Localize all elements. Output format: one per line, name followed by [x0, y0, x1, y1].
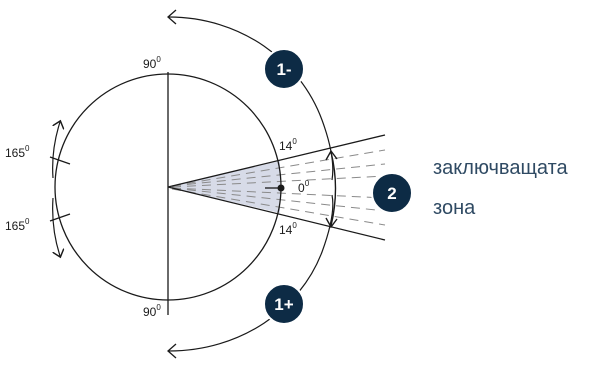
zone-label-line1: заключващата	[433, 157, 568, 179]
cone-lower-boundary	[167, 186, 386, 241]
outer-upper-arrowhead	[167, 9, 177, 25]
zone-label-line2: зона	[433, 197, 476, 219]
outer-upper-arc	[168, 16, 334, 181]
outer-lower-arrowhead	[167, 343, 177, 359]
label-bottom-90: 900	[143, 303, 161, 319]
zone-double-arrow	[330, 151, 337, 227]
label-left-lower-165: 1650	[5, 217, 30, 233]
svg-text:1+: 1+	[274, 295, 293, 314]
svg-text:1-: 1-	[276, 60, 291, 79]
zone-arrowhead-top	[325, 149, 338, 161]
badge-lower: 1+	[263, 283, 305, 325]
badge-zone: 2	[371, 172, 413, 214]
cone-dashes	[171, 149, 386, 226]
zone-arrowhead-bottom	[325, 217, 338, 229]
badge-upper: 1-	[263, 48, 305, 90]
outer-lower-arc	[168, 194, 334, 352]
locking-cone-fill	[168, 161, 280, 213]
label-center-0: 00	[298, 179, 310, 195]
cone-upper-boundary	[167, 134, 386, 188]
locking-zone-label: заключващата зона	[433, 148, 598, 228]
label-cone-upper-14: 140	[279, 137, 297, 153]
label-top-90: 900	[143, 55, 161, 71]
left-upper-arc-arrow	[52, 122, 60, 179]
left-lower-arc-arrow	[52, 197, 60, 256]
svg-text:2: 2	[387, 184, 396, 203]
label-left-upper-165: 1650	[5, 144, 30, 160]
label-cone-lower-14: 140	[279, 221, 297, 237]
zero-point	[277, 184, 285, 192]
